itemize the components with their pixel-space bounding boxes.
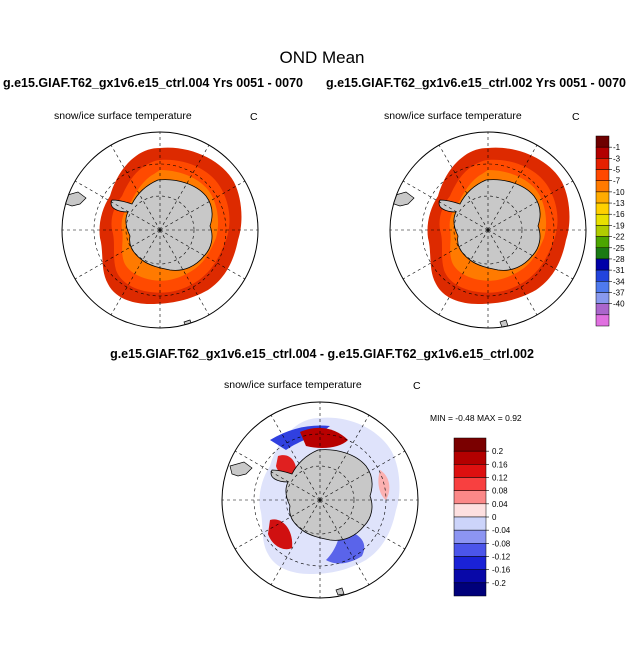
colorbar-tick-label: 0.04 [492,500,508,509]
colorbar-swatch [595,225,610,237]
colorbar-tick-label: -22 [613,233,625,242]
colorbar-swatch [453,543,487,557]
colorbar-swatch [595,236,610,249]
small-island [335,587,345,596]
graticule-difference [222,402,418,598]
colorbar-swatch [453,450,487,465]
colorbar-swatch [595,303,610,316]
colorbar-swatch [453,437,487,452]
top-right-variable-label: snow/ice surface temperature [384,110,522,122]
colorbar-swatch [595,169,610,181]
antarctica-landmass [438,179,541,271]
diff-positive-patch [378,470,390,500]
colorbar-tick-label: -37 [613,288,625,297]
map-frame-top-left [61,131,259,329]
colorbar-tick-label: -28 [613,255,625,264]
colorbar-swatch [595,247,610,260]
colorbar-swatch [453,582,487,597]
graticule-top-right [390,132,586,328]
difference-units-label: C [413,380,421,392]
colorbar-tick-label: -19 [613,221,625,230]
antarctica-landmass [270,449,373,541]
top-right-units-label: C [572,111,580,123]
top-left-units-label: C [250,111,258,123]
top-left-variable-label: snow/ice surface temperature [54,110,192,122]
colorbar-swatch [453,464,487,478]
antarctica-landmass [110,179,213,271]
colorbar-swatch [595,258,610,271]
colorbar-swatch [595,269,610,282]
colorbar-tick-label: 0.08 [492,487,508,496]
colorbar-tick-label: -1 [613,143,621,152]
colorbar-swatch [453,490,487,505]
colorbar-tick-label: -0.2 [492,579,506,588]
colorbar-tick-label: -31 [613,266,625,275]
south-america-land [229,461,253,477]
colorbar-tick-label: -13 [613,199,625,208]
difference-variable-label: snow/ice surface temperature [224,379,362,391]
colorbar-tick-label: 0.2 [492,447,504,456]
colorbar-tick-label: -16 [613,210,625,219]
difference-case-title: g.e15.GIAF.T62_gx1v6.e15_ctrl.004 - g.e1… [110,347,534,361]
diff-negative-patch [326,528,365,564]
colorbar-tick-label: -0.08 [492,539,511,548]
diff-positive-patch [300,427,348,448]
colorbar-tick-label: -25 [613,244,625,253]
colorbar-tick-label: -0.16 [492,566,511,575]
graticule-top-left [62,132,258,328]
colorbar-swatch [595,146,610,159]
colorbar-absolute: -1 -3 -5 -7 -10 -13 -16 -19 -22 -25 -28 -31 -34 -37 -4… [595,135,625,327]
map-frame-difference [221,401,419,599]
colorbar-swatch [453,556,487,570]
diff-positive-patch [268,519,293,550]
colorbar-swatch [453,503,487,518]
colorbar-swatch [595,180,610,193]
map-frame-top-right [389,131,587,329]
colorbar-difference: 0.2 0.16 0.12 0.08 0.04 0 -0.04 -0.08 -0.12 -0.16… [453,437,511,597]
colorbar-tick-label: -5 [613,166,621,175]
colorbar-swatch [595,314,610,327]
colorbar-swatch [453,529,487,544]
colorbar-tick-label: -0.12 [492,553,511,562]
colorbar-swatch [453,569,487,584]
colorbar-tick-label: 0 [492,513,497,522]
colorbar-swatch [595,292,610,304]
top-right-case-title: g.e15.GIAF.T62_gx1v6.e15_ctrl.002 Yrs 00… [326,76,626,90]
colorbar-swatch [453,516,487,531]
colorbar-swatch [595,158,610,170]
colorbar-tick-label: 0.16 [492,460,508,469]
figure-title: OND Mean [279,48,365,67]
colorbar-swatch [453,477,487,491]
colorbar-tick-label: -34 [613,277,625,286]
colorbar-swatch [595,191,610,204]
polar-map-top-right [391,147,570,328]
colorbar-tick-label: -40 [613,300,625,309]
colorbar-tick-label: -7 [613,177,621,186]
colorbar-swatch [595,213,610,226]
polar-map-top-left [63,147,242,328]
colorbar-swatch [595,202,610,215]
colorbar-swatch [595,281,610,293]
colorbar-tick-label: 0.12 [492,474,508,483]
top-left-case-title: g.e15.GIAF.T62_gx1v6.e15_ctrl.004 Yrs 00… [3,76,303,90]
polar-map-difference [229,417,400,596]
colorbar-tick-label: -0.04 [492,526,511,535]
min-max-label: MIN = -0.48 MAX = 0.92 [430,413,522,423]
colorbar-tick-label: -3 [613,154,621,163]
colorbar-tick-label: -10 [613,188,625,197]
colorbar-swatch [595,135,610,148]
